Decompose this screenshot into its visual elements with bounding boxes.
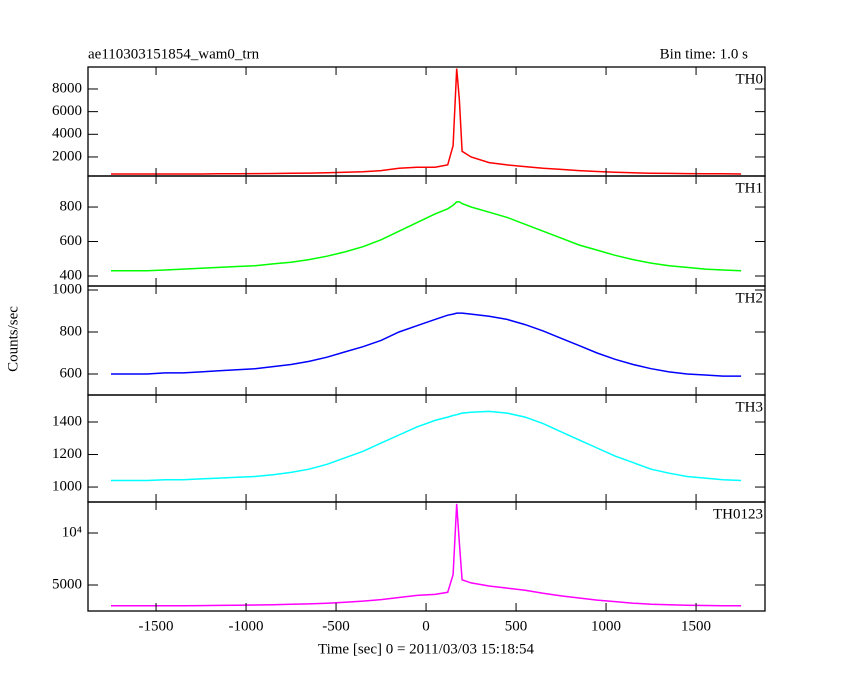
y-tick-label: 600 — [60, 233, 83, 249]
y-axis-label: Counts/sec — [5, 306, 21, 372]
x-tick-label: -500 — [322, 618, 350, 634]
panel-label: TH1 — [736, 180, 764, 196]
panel-label: TH3 — [736, 399, 764, 415]
x-tick-label: -1000 — [229, 618, 264, 634]
y-tick-label: 5000 — [52, 576, 82, 592]
light-curve — [111, 503, 742, 607]
panel-frame — [87, 66, 766, 177]
y-tick-label: 800 — [60, 198, 83, 214]
x-axis-label: Time [sec] 0 = 2011/03/03 15:18:54 — [318, 641, 535, 657]
bin-time: Bin time: 1.0 s — [660, 46, 749, 62]
x-tick-label: 1500 — [681, 618, 711, 634]
light-curve — [111, 410, 742, 482]
y-tick-label: 800 — [60, 323, 83, 339]
panel-frame — [87, 285, 766, 396]
y-tick-label: 10⁴ — [62, 524, 82, 540]
x-tick-label: 500 — [505, 618, 528, 634]
chart-title: ae110303151854_wam0_trn — [88, 46, 260, 62]
light-curve — [111, 201, 742, 272]
y-tick-label: 4000 — [52, 126, 82, 142]
y-tick-label: 1000 — [52, 478, 82, 494]
y-tick-label: 6000 — [52, 103, 82, 119]
y-tick-label: 1400 — [52, 413, 82, 429]
panel-label: TH0123 — [713, 506, 763, 522]
x-tick-label: 1000 — [591, 618, 621, 634]
panel-label: TH2 — [736, 290, 764, 306]
y-tick-label: 2000 — [52, 148, 82, 164]
y-tick-label: 400 — [60, 267, 83, 283]
panel-frame — [87, 394, 766, 503]
y-tick-label: 8000 — [52, 80, 82, 96]
panel-label: TH0 — [736, 71, 764, 87]
y-tick-label: 1000 — [52, 281, 82, 297]
x-tick-label: 0 — [422, 618, 430, 634]
y-tick-label: 1200 — [52, 446, 82, 462]
light-curve — [111, 312, 742, 377]
y-tick-label: 600 — [60, 365, 83, 381]
x-tick-label: -1500 — [139, 618, 174, 634]
light-curve — [111, 68, 742, 175]
